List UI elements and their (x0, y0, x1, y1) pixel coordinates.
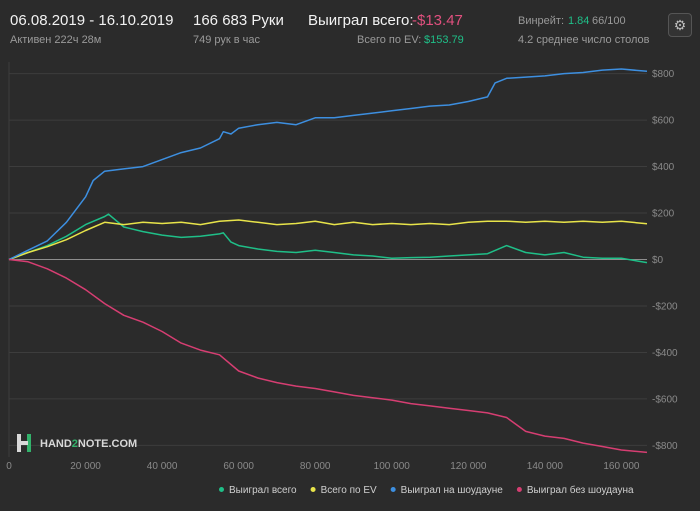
chart-series (8, 68, 648, 454)
x-tick-label: 20 000 (70, 461, 101, 472)
y-tick-label: $400 (652, 162, 675, 173)
gear-icon[interactable]: ⚙ (668, 13, 692, 37)
x-axis: 0 20 000 40 000 60 000 80 000 100 000 120 000 1… (6, 461, 640, 472)
y-tick-label: -$200 (652, 301, 678, 312)
hand2note-logo: HAND2NOTE.COM (17, 434, 137, 452)
chart-grid (8, 62, 647, 457)
y-tick-label: -$800 (652, 441, 678, 452)
hands-count: 166 683 Руки (193, 12, 284, 29)
legend-entry: Выиграл без шоудауна (527, 484, 634, 496)
x-tick-label: 100 000 (374, 461, 411, 472)
won-total-label: Выиграл всего: (308, 12, 414, 29)
ev-label: Всего по EV: (357, 34, 422, 46)
y-tick-label: $800 (652, 69, 675, 80)
series-line-1 (8, 213, 648, 264)
y-axis: $800 $600 $400 $200 $0 -$200 -$400 -$600 -$800 (652, 69, 678, 452)
x-tick-label: 140 000 (527, 461, 564, 472)
svg-text:HAND2NOTE.COM: HAND2NOTE.COM (40, 438, 137, 450)
ev-value: $153.79 (424, 34, 464, 46)
series-line-4 (8, 258, 648, 454)
series-line-2 (8, 219, 648, 261)
won-total-value: -$13.47 (412, 12, 463, 29)
logo-text-note: NOTE.COM (78, 438, 137, 450)
legend-marker (390, 487, 396, 492)
legend-entry: Выиграл на шоудауне (401, 485, 504, 496)
logo-text-2: 2 (72, 438, 78, 450)
hands-per-hour: 749 рук в час (193, 34, 261, 46)
logo-text-hand: HAND (40, 438, 72, 450)
winrate-extra: 66/100 (592, 15, 626, 27)
legend-marker (219, 487, 224, 492)
y-tick-label: $600 (652, 116, 675, 127)
y-tick-label: $0 (652, 255, 664, 266)
tables-count: 4.2 среднее число столов (518, 34, 650, 46)
chart-legend: Выиграл всего Всего по EV Выиграл на шоуда… (219, 484, 634, 496)
summary-header: 06.08.2019 - 16.10.2019 Активен 222ч 28м… (0, 0, 700, 58)
x-tick-label: 160 000 (603, 461, 640, 472)
legend-marker (516, 487, 522, 492)
y-tick-label: -$400 (652, 348, 678, 359)
x-tick-label: 40 000 (147, 461, 178, 472)
legend-entry: Выиграл всего (229, 485, 297, 496)
y-tick-label: $200 (652, 209, 675, 220)
x-tick-label: 0 (6, 461, 12, 472)
winrate-value: 1.84 (568, 15, 590, 27)
series-line-3 (8, 68, 648, 261)
x-tick-label: 80 000 (300, 461, 331, 472)
legend-marker (310, 487, 316, 492)
winrate-label: Винрейт: (518, 15, 565, 27)
x-tick-label: 120 000 (450, 461, 487, 472)
legend-entry: Всего по EV (321, 485, 377, 496)
x-tick-label: 60 000 (223, 461, 254, 472)
date-range: 06.08.2019 - 16.10.2019 (10, 12, 174, 29)
y-tick-label: -$600 (652, 394, 678, 405)
active-time: Активен 222ч 28м (10, 34, 102, 46)
